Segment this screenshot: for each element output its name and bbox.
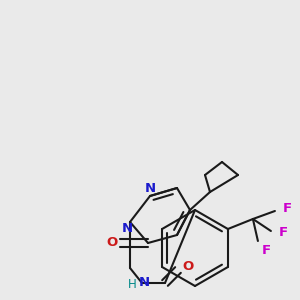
Text: H: H — [128, 278, 136, 290]
Text: F: F — [282, 202, 292, 215]
Text: O: O — [182, 260, 194, 274]
Text: N: N — [122, 221, 133, 235]
Text: F: F — [261, 244, 271, 257]
Text: N: N — [138, 277, 150, 290]
Text: O: O — [106, 236, 118, 250]
Text: N: N — [144, 182, 156, 196]
Text: F: F — [278, 226, 287, 239]
